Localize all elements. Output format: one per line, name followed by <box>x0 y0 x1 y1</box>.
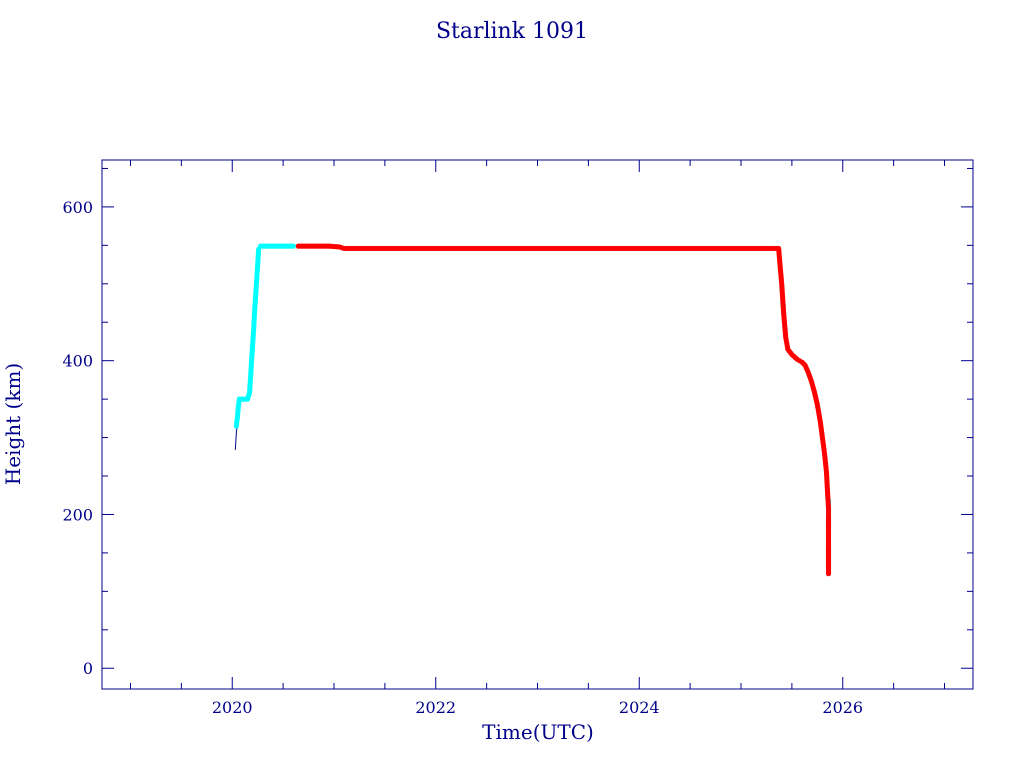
x-tick-label: 2024 <box>619 698 660 717</box>
red-data-point <box>825 571 832 577</box>
y-tick-label: 0 <box>83 659 93 678</box>
x-axis-label: Time(UTC) <box>482 720 594 744</box>
trajectory-line <box>234 245 829 574</box>
x-tick-label: 2020 <box>212 698 253 717</box>
y-axis-label: Height (km) <box>1 363 25 485</box>
y-tick-label: 400 <box>62 352 93 371</box>
cyan-data-point <box>290 243 296 249</box>
ticks-layer: 2020 2022 2024 2026 0 200 400 600 <box>62 160 973 717</box>
plot-frame <box>101 159 974 690</box>
chart-title: Starlink 1091 <box>436 19 588 44</box>
x-tick-label: 2022 <box>415 698 456 717</box>
x-tick-label: 2026 <box>822 698 863 717</box>
series-layer <box>233 243 832 577</box>
y-tick-label: 600 <box>62 198 93 217</box>
y-tick-label: 200 <box>62 505 93 524</box>
